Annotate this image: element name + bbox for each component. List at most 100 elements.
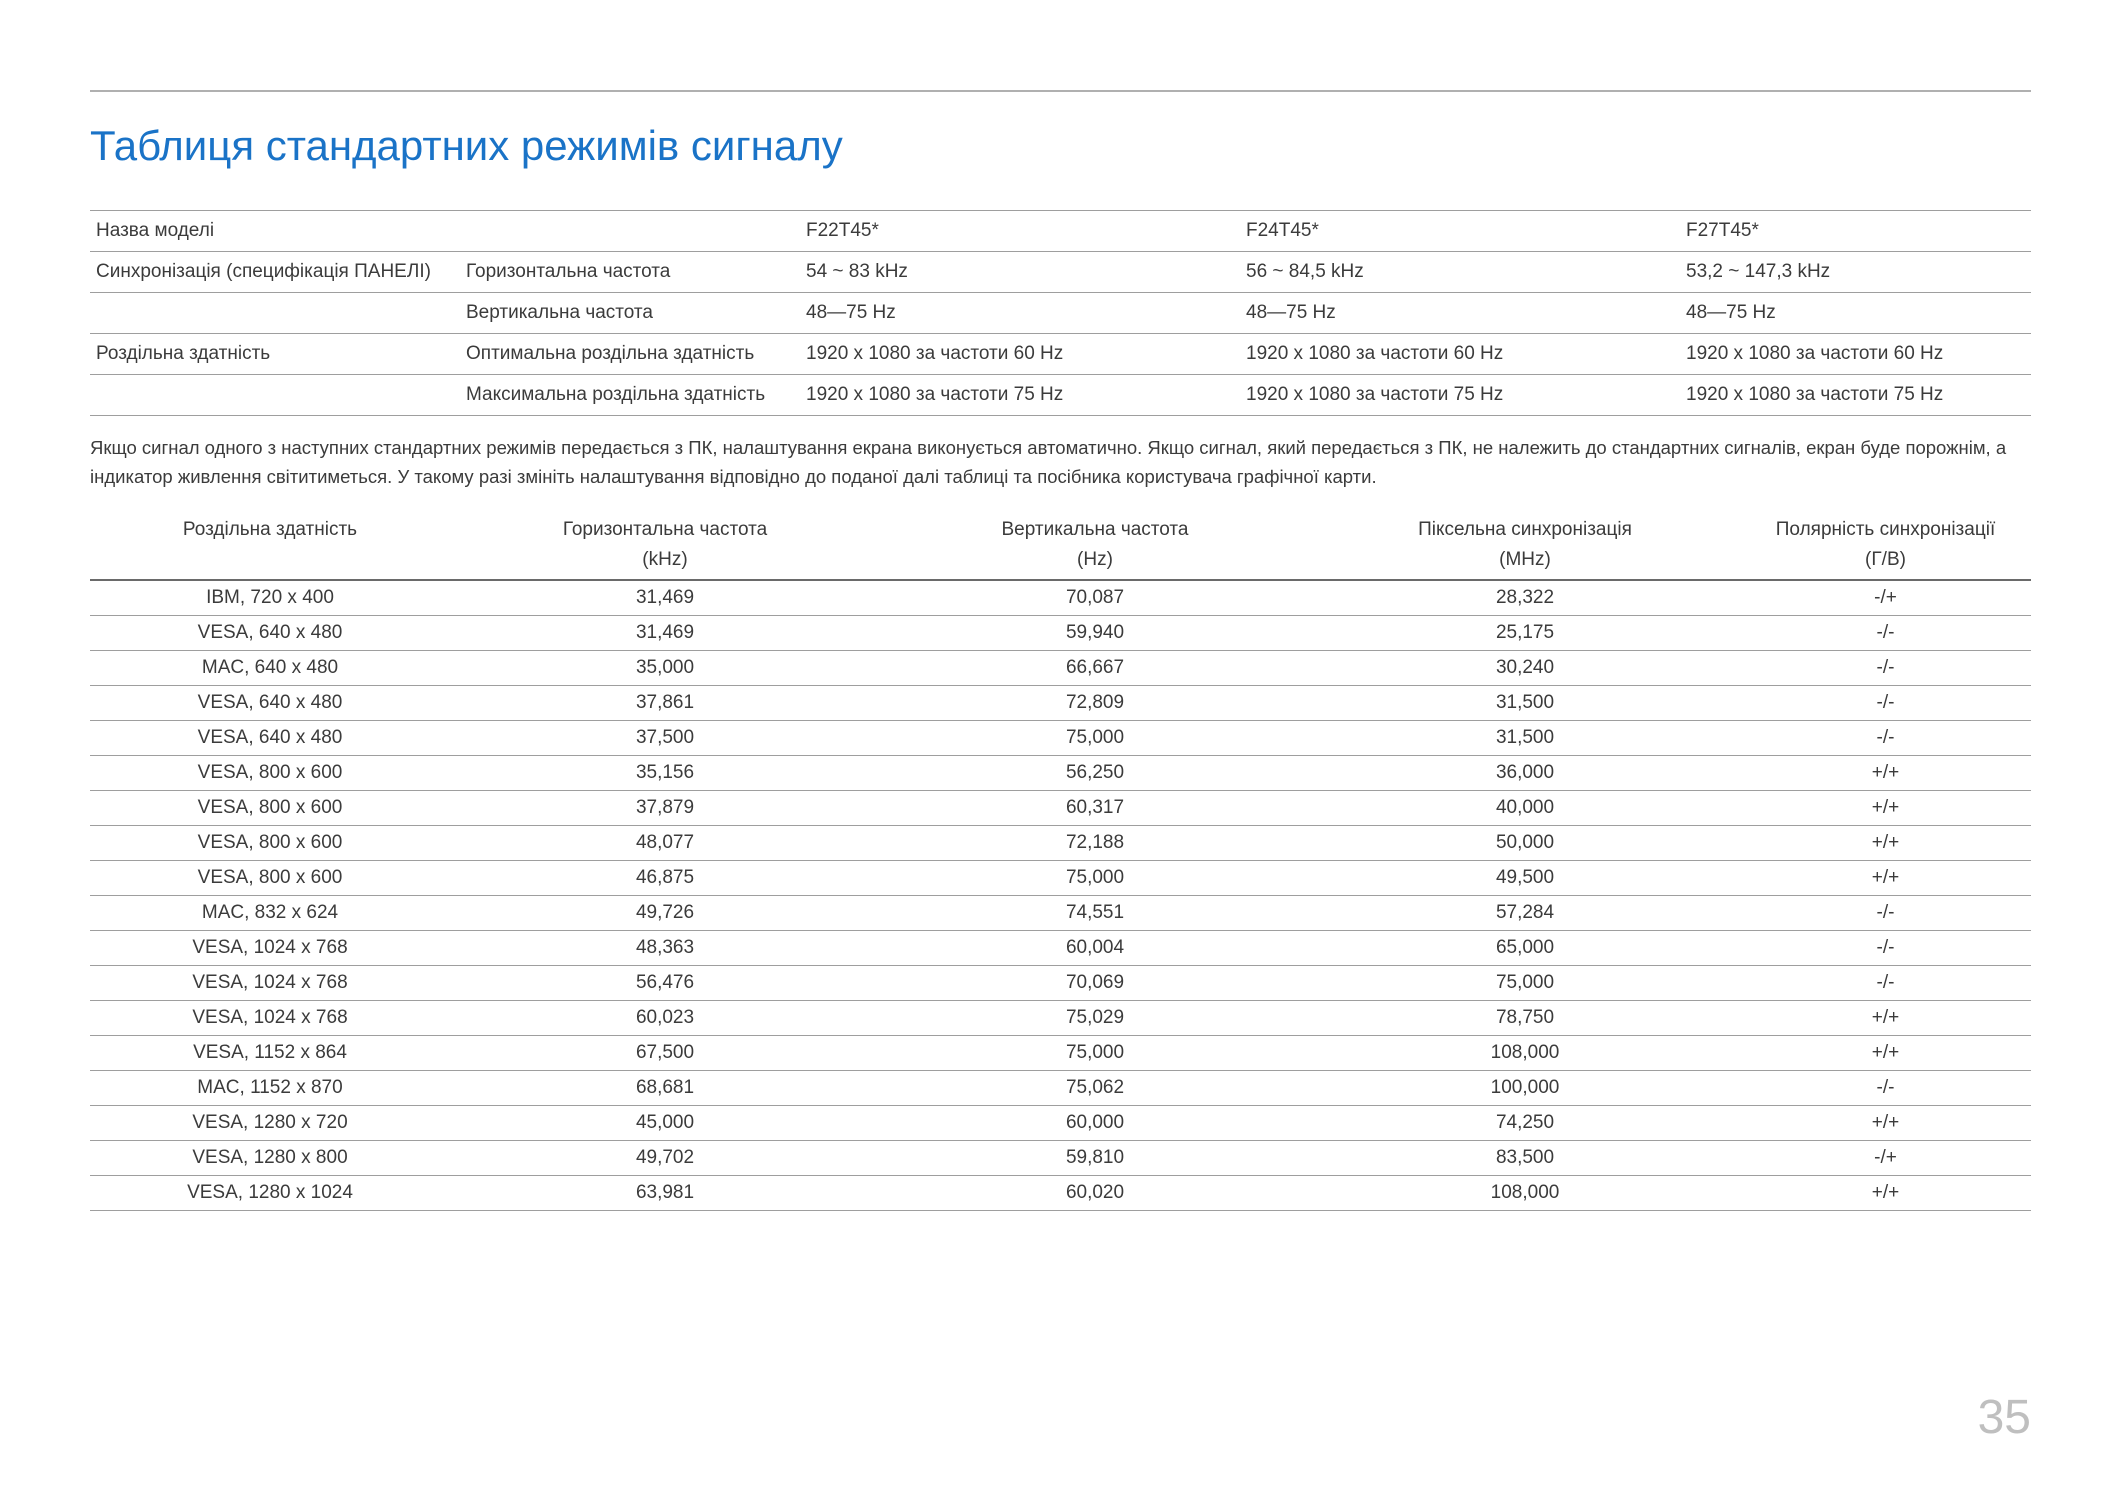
modes-row: VESA, 1152 x 86467,50075,000108,000+/+	[90, 1036, 2031, 1071]
col-unit-vfreq: (Hz)	[880, 545, 1310, 580]
modes-cell: 48,077	[450, 826, 880, 861]
modes-row: VESA, 640 x 48031,46959,94025,175-/-	[90, 616, 2031, 651]
spec-cell: 48—75 Hz	[1240, 293, 1680, 334]
modes-row: VESA, 1024 x 76848,36360,00465,000-/-	[90, 931, 2031, 966]
modes-cell: 75,062	[880, 1071, 1310, 1106]
spec-cell: 1920 x 1080 за частоти 60 Hz	[1240, 334, 1680, 375]
col-header-vfreq: Вертикальна частота	[880, 513, 1310, 545]
modes-cell: IBM, 720 x 400	[90, 580, 450, 616]
page-title: Таблиця стандартних режимів сигналу	[90, 122, 2031, 170]
modes-cell: +/+	[1740, 791, 2031, 826]
modes-cell: 70,087	[880, 580, 1310, 616]
modes-cell: VESA, 800 x 600	[90, 861, 450, 896]
modes-row: MAC, 640 x 48035,00066,66730,240-/-	[90, 651, 2031, 686]
modes-cell: 49,702	[450, 1141, 880, 1176]
col-unit-resolution	[90, 545, 450, 580]
spec-cell: 1920 x 1080 за частоти 75 Hz	[1240, 375, 1680, 416]
modes-cell: 67,500	[450, 1036, 880, 1071]
modes-cell: 37,861	[450, 686, 880, 721]
modes-cell: 75,029	[880, 1001, 1310, 1036]
modes-row: MAC, 1152 x 87068,68175,062100,000-/-	[90, 1071, 2031, 1106]
spec-cell: 48—75 Hz	[1680, 293, 2031, 334]
modes-cell: 75,000	[880, 1036, 1310, 1071]
modes-cell: VESA, 1024 x 768	[90, 966, 450, 1001]
modes-header-units: (kHz) (Hz) (MHz) (Г/В)	[90, 545, 2031, 580]
modes-cell: VESA, 1024 x 768	[90, 1001, 450, 1036]
modes-cell: 56,476	[450, 966, 880, 1001]
modes-row: VESA, 640 x 48037,86172,80931,500-/-	[90, 686, 2031, 721]
modes-cell: 45,000	[450, 1106, 880, 1141]
spec-cell: Роздільна здатність	[90, 334, 460, 375]
modes-cell: MAC, 640 x 480	[90, 651, 450, 686]
spec-cell: 1920 x 1080 за частоти 75 Hz	[800, 375, 1240, 416]
modes-header-labels: Роздільна здатність Горизонтальна частот…	[90, 513, 2031, 545]
spec-row: Вертикальна частота48—75 Hz48—75 Hz48—75…	[90, 293, 2031, 334]
modes-cell: VESA, 1152 x 864	[90, 1036, 450, 1071]
spec-cell: 53,2 ~ 147,3 kHz	[1680, 252, 2031, 293]
modes-cell: -/-	[1740, 896, 2031, 931]
modes-cell: 60,317	[880, 791, 1310, 826]
modes-cell: 60,000	[880, 1106, 1310, 1141]
modes-cell: 72,188	[880, 826, 1310, 861]
modes-row: VESA, 800 x 60046,87575,00049,500+/+	[90, 861, 2031, 896]
modes-cell: 108,000	[1310, 1176, 1740, 1211]
modes-cell: VESA, 640 x 480	[90, 616, 450, 651]
modes-cell: 59,810	[880, 1141, 1310, 1176]
modes-cell: VESA, 1024 x 768	[90, 931, 450, 966]
modes-cell: 31,500	[1310, 686, 1740, 721]
spec-cell: 54 ~ 83 kHz	[800, 252, 1240, 293]
modes-cell: 65,000	[1310, 931, 1740, 966]
modes-cell: 78,750	[1310, 1001, 1740, 1036]
modes-cell: 35,156	[450, 756, 880, 791]
modes-row: VESA, 1024 x 76860,02375,02978,750+/+	[90, 1001, 2031, 1036]
modes-cell: 48,363	[450, 931, 880, 966]
modes-cell: 100,000	[1310, 1071, 1740, 1106]
modes-row: VESA, 1280 x 102463,98160,020108,000+/+	[90, 1176, 2031, 1211]
modes-cell: VESA, 800 x 600	[90, 756, 450, 791]
modes-cell: 60,020	[880, 1176, 1310, 1211]
spec-table: Назва моделіF22T45*F24T45*F27T45*Синхрон…	[90, 210, 2031, 416]
modes-cell: 108,000	[1310, 1036, 1740, 1071]
modes-cell: -/-	[1740, 686, 2031, 721]
modes-row: VESA, 800 x 60035,15656,25036,000+/+	[90, 756, 2031, 791]
modes-cell: 36,000	[1310, 756, 1740, 791]
spec-cell: 1920 x 1080 за частоти 75 Hz	[1680, 375, 2031, 416]
modes-cell: 74,551	[880, 896, 1310, 931]
modes-cell: -/-	[1740, 966, 2031, 1001]
modes-cell: 70,069	[880, 966, 1310, 1001]
modes-cell: 60,023	[450, 1001, 880, 1036]
modes-cell: -/-	[1740, 931, 2031, 966]
modes-row: VESA, 1280 x 80049,70259,81083,500-/+	[90, 1141, 2031, 1176]
top-divider	[90, 90, 2031, 92]
spec-cell: F24T45*	[1240, 211, 1680, 252]
modes-cell: 75,000	[880, 861, 1310, 896]
spec-row: Назва моделіF22T45*F24T45*F27T45*	[90, 211, 2031, 252]
modes-cell: MAC, 832 x 624	[90, 896, 450, 931]
modes-cell: 37,500	[450, 721, 880, 756]
modes-cell: 72,809	[880, 686, 1310, 721]
spec-cell	[460, 211, 800, 252]
spec-cell: Вертикальна частота	[460, 293, 800, 334]
description-paragraph: Якщо сигнал одного з наступних стандартн…	[90, 434, 2031, 491]
modes-cell: -/-	[1740, 1071, 2031, 1106]
spec-cell: Максимальна роздільна здатність	[460, 375, 800, 416]
modes-row: VESA, 640 x 48037,50075,00031,500-/-	[90, 721, 2031, 756]
modes-cell: VESA, 1280 x 800	[90, 1141, 450, 1176]
modes-cell: 31,500	[1310, 721, 1740, 756]
spec-cell: Назва моделі	[90, 211, 460, 252]
modes-cell: 40,000	[1310, 791, 1740, 826]
modes-cell: +/+	[1740, 826, 2031, 861]
modes-cell: 31,469	[450, 580, 880, 616]
modes-cell: +/+	[1740, 1106, 2031, 1141]
modes-cell: 59,940	[880, 616, 1310, 651]
spec-cell: Горизонтальна частота	[460, 252, 800, 293]
spec-cell	[90, 293, 460, 334]
spec-row: Роздільна здатністьОптимальна роздільна …	[90, 334, 2031, 375]
modes-cell: 28,322	[1310, 580, 1740, 616]
spec-cell: 48—75 Hz	[800, 293, 1240, 334]
spec-row: Синхронізація (специфікація ПАНЕЛІ)Гориз…	[90, 252, 2031, 293]
modes-cell: -/-	[1740, 721, 2031, 756]
modes-cell: VESA, 800 x 600	[90, 826, 450, 861]
modes-cell: 25,175	[1310, 616, 1740, 651]
modes-cell: -/+	[1740, 1141, 2031, 1176]
